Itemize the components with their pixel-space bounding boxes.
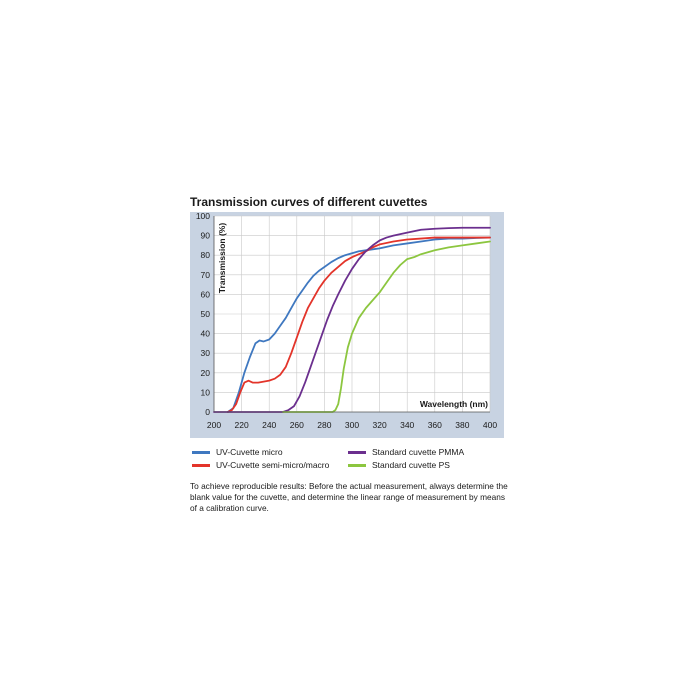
series-lines: [213, 226, 491, 413]
x-tick-label: 240: [262, 420, 276, 430]
x-tick-label: 340: [400, 420, 414, 430]
legend-swatch: [192, 450, 210, 454]
legend-label: Standard cuvette PS: [372, 460, 450, 470]
legend-swatch: [192, 463, 210, 467]
y-tick-label: 50: [201, 309, 211, 319]
x-tick-label: 300: [345, 420, 359, 430]
chart-panel: 0 10 20 30 40 50 60 70 80 90 100 200 220 240 260 280 300…: [190, 212, 504, 438]
grid-lines: [214, 215, 491, 412]
legend-item-uv-micro: UV-Cuvette micro: [192, 447, 283, 457]
legend-item-pmma: Standard cuvette PMMA: [348, 447, 464, 457]
y-tick-label: 100: [196, 212, 210, 221]
axes: [213, 216, 490, 413]
y-tick-label: 60: [201, 289, 211, 299]
legend-label: UV-Cuvette semi-micro/macro: [216, 460, 330, 470]
series-line-0: [226, 236, 491, 413]
y-tick-label: 20: [201, 368, 211, 378]
x-axis-label: Wavelength (nm): [420, 399, 488, 409]
legend-label: Standard cuvette PMMA: [372, 447, 465, 457]
x-tick-label: 360: [428, 420, 442, 430]
x-tick-label: 220: [235, 420, 249, 430]
transmission-chart: 0 10 20 30 40 50 60 70 80 90 100 200 220 240 260 280 300…: [190, 212, 504, 438]
y-tick-label: 90: [201, 231, 211, 241]
y-tick-label: 0: [205, 407, 210, 417]
x-tick-label: 280: [317, 420, 331, 430]
x-tick-label: 320: [373, 420, 387, 430]
series-line-3: [282, 240, 491, 413]
y-tick-label: 40: [201, 329, 211, 339]
tick-labels: 0 10 20 30 40 50 60 70 80 90 100 200 220 240 260 280 300…: [196, 212, 498, 430]
series-line-2: [213, 226, 491, 413]
x-tick-label: 380: [455, 420, 469, 430]
y-tick-label: 70: [201, 270, 211, 280]
legend-item-ps: Standard cuvette PS: [348, 460, 450, 470]
y-axis-label: Transmission (%): [217, 223, 227, 294]
y-tick-label: 10: [201, 387, 211, 397]
x-tick-label: 200: [207, 420, 221, 430]
x-tick-label: 400: [483, 420, 497, 430]
page-title: Transmission curves of different cuvette…: [190, 195, 428, 209]
measurement-note: To achieve reproducible results: Before …: [190, 481, 508, 513]
series-line-1: [226, 236, 491, 413]
y-tick-label: 30: [201, 348, 211, 358]
x-tick-label: 260: [290, 420, 304, 430]
legend-swatch: [348, 463, 366, 467]
legend-item-uv-semi-micro: UV-Cuvette semi-micro/macro: [192, 460, 329, 470]
legend-label: UV-Cuvette micro: [216, 447, 283, 457]
legend-swatch: [348, 450, 366, 454]
y-tick-label: 80: [201, 250, 211, 260]
